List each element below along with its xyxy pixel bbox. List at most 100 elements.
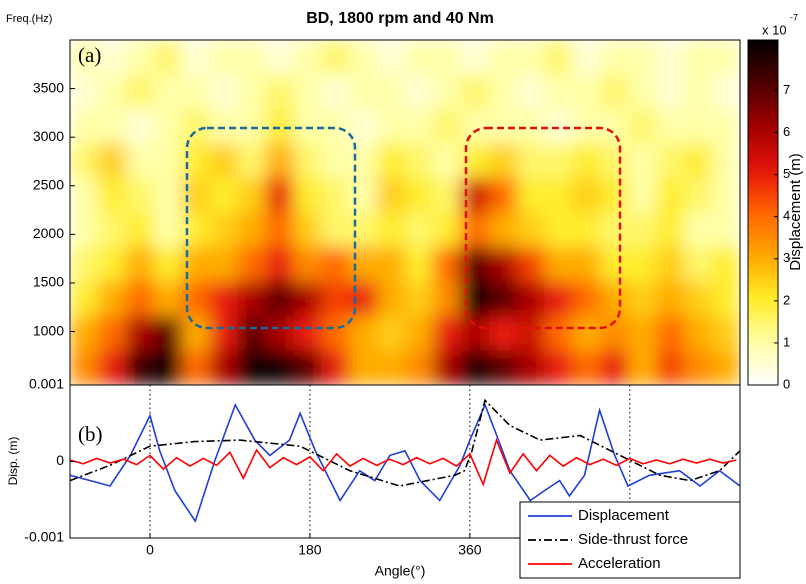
heat-cell [516, 350, 546, 385]
heat-cell [516, 178, 546, 213]
heat-cell [349, 281, 378, 317]
heat-cell [600, 247, 629, 282]
heat-cell [97, 40, 127, 75]
heat-cell [237, 74, 266, 110]
heat-cell [125, 143, 155, 179]
heat-cell [432, 247, 462, 282]
heat-cell [349, 350, 378, 385]
heat-cell [293, 281, 322, 317]
heat-cell [656, 350, 685, 385]
heat-cell [377, 247, 406, 282]
heat-cell [153, 212, 183, 248]
heat-cell [600, 109, 629, 144]
heat-cell [405, 40, 434, 75]
heat-cell [572, 178, 601, 213]
heat-cell [125, 212, 155, 248]
heat-cell [265, 281, 294, 317]
heat-cell [432, 74, 462, 110]
y-tick-label: -0.001 [24, 529, 64, 545]
heat-cell [712, 212, 740, 248]
heat-cell [684, 350, 713, 385]
heat-cell [265, 109, 294, 144]
heat-cell [405, 247, 434, 282]
heat-cell [656, 212, 685, 248]
heat-cell [405, 350, 434, 385]
heat-cell [460, 350, 490, 385]
heat-cell [488, 316, 518, 351]
y-tick-label: 3000 [33, 128, 64, 144]
heat-cell [628, 247, 657, 282]
heat-cell [237, 109, 266, 144]
colorbar-tick-label: 6 [783, 124, 790, 139]
heat-cell [377, 74, 406, 110]
heat-cell [684, 143, 713, 179]
heat-cell [516, 316, 546, 351]
heat-cell [432, 109, 462, 144]
heat-cell [712, 178, 740, 213]
heat-cell [293, 316, 322, 351]
y-tick-label: 2000 [33, 225, 64, 241]
heat-cell [628, 109, 657, 144]
heat-cell [97, 247, 127, 282]
heat-cell [209, 212, 238, 248]
x-axis-label: Angle(°) [375, 563, 426, 579]
heat-cell [125, 350, 155, 385]
heat-cell [684, 178, 713, 213]
heat-cell [377, 316, 406, 351]
heat-cell [377, 109, 406, 144]
highlight-box [185, 126, 357, 330]
heat-cell [405, 178, 434, 213]
panel-label: (b) [78, 422, 103, 446]
heat-cell [265, 143, 294, 179]
heat-cell [572, 143, 601, 179]
heat-cell [125, 178, 155, 213]
heat-cell [349, 143, 378, 179]
heat-cell [544, 281, 573, 317]
x-tick-label: 360 [458, 542, 482, 558]
colorbar-tick-label: 1 [783, 334, 790, 349]
heat-cell [321, 178, 350, 213]
heat-cell [712, 143, 740, 179]
heat-cell [70, 178, 99, 213]
heat-cell [97, 316, 127, 351]
heat-cell [153, 109, 183, 144]
y-axis-label: Disp. (m) [6, 437, 20, 486]
heat-cell [656, 143, 685, 179]
y-tick-label: 0 [56, 452, 64, 468]
heatmap [70, 40, 740, 385]
heat-cell [600, 74, 629, 110]
heat-cell [293, 109, 322, 144]
heat-cell [153, 350, 183, 385]
heat-cell [684, 316, 713, 351]
heat-cell [209, 40, 238, 75]
heat-cell [181, 350, 211, 385]
heat-cell [153, 178, 183, 213]
heat-cell [628, 74, 657, 110]
heat-cell [712, 350, 740, 385]
heat-cell [656, 247, 685, 282]
heat-cell [488, 212, 518, 248]
heat-cell [488, 143, 518, 179]
colorbar-tick-label: 3 [783, 250, 790, 265]
heat-cell [70, 212, 99, 248]
heat-cell [516, 143, 546, 179]
heat-cell [516, 281, 546, 317]
heat-cell [460, 247, 490, 282]
heat-cell [265, 40, 294, 75]
heat-cell [70, 109, 99, 144]
heat-cell [405, 212, 434, 248]
heat-cell [712, 74, 740, 110]
heat-cell [405, 143, 434, 179]
heat-cell [488, 109, 518, 144]
heat-cell [432, 40, 462, 75]
heat-cell [349, 40, 378, 75]
heat-cell [684, 40, 713, 75]
heat-cell [488, 247, 518, 282]
heat-cell [293, 212, 322, 248]
heat-cell [97, 109, 127, 144]
heat-cell [209, 143, 238, 179]
heat-cell [181, 316, 211, 351]
heat-cell [265, 178, 294, 213]
heat-cell [209, 281, 238, 317]
heat-cell [600, 212, 629, 248]
